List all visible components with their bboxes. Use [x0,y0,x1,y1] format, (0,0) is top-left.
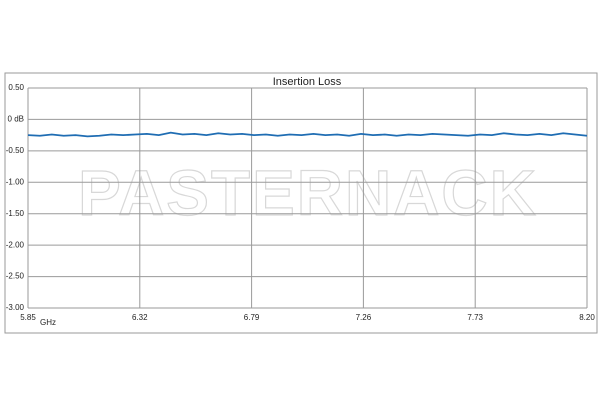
watermark: PASTERNACK [78,157,538,229]
x-tick-label: 8.20 [579,313,595,322]
y-tick-label: 0 dB [8,115,24,124]
x-tick-label: 6.79 [244,313,260,322]
x-tick-label: 5.85 [20,313,36,322]
x-axis-label: GHz [40,318,56,327]
chart-frame [4,72,598,334]
chart-title: Insertion Loss [273,76,342,88]
x-tick-label: 6.32 [132,313,148,322]
y-tick-label: -1.50 [6,209,25,218]
x-tick-label: 7.26 [356,313,372,322]
y-tick-label: -2.00 [6,240,25,249]
x-tick-label: 7.73 [467,313,483,322]
data-line [27,131,588,138]
y-tick-label: 0.50 [8,83,24,92]
y-tick-label: -3.00 [6,303,25,312]
y-tick-label: -0.50 [6,146,25,155]
y-tick-label: -1.00 [6,177,25,186]
y-tick-label: -2.50 [6,272,25,281]
